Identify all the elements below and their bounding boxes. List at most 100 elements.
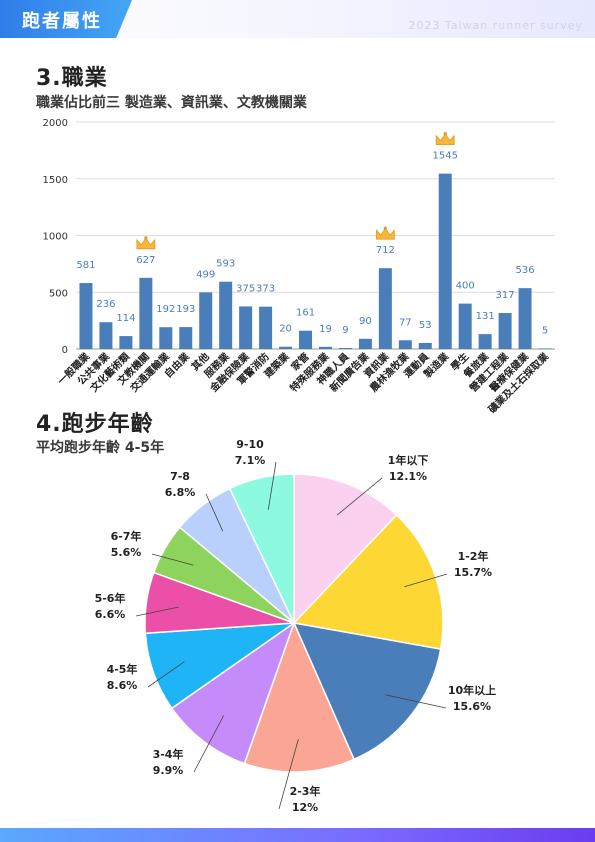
leader-line bbox=[404, 573, 448, 588]
bar-value-label: 20 bbox=[279, 324, 292, 335]
y-tick-label: 1000 bbox=[43, 232, 68, 243]
crown-shape bbox=[375, 227, 395, 240]
bar-value-label: 375 bbox=[236, 283, 255, 294]
header-title: 跑者屬性 bbox=[22, 11, 102, 32]
bar bbox=[318, 346, 332, 349]
bar-value-label: 373 bbox=[256, 284, 275, 295]
leader-line bbox=[278, 739, 299, 810]
slice-percent: 15.6% bbox=[453, 700, 491, 713]
bar-value-label: 593 bbox=[216, 259, 235, 270]
crown-jewel bbox=[144, 236, 148, 240]
crown-icon bbox=[136, 236, 156, 250]
crown-jewel bbox=[443, 132, 447, 136]
pie-slice bbox=[293, 473, 398, 625]
bar bbox=[179, 327, 193, 349]
slice-label: 9-10 bbox=[236, 438, 264, 451]
y-tick-label: 500 bbox=[49, 288, 68, 299]
bar bbox=[219, 281, 233, 349]
bar-value-label: 161 bbox=[296, 308, 315, 319]
leader-line bbox=[193, 715, 224, 773]
crown-icon bbox=[375, 226, 395, 240]
bar bbox=[338, 347, 352, 349]
running-age-section-title: 4.跑步年齡 bbox=[36, 412, 154, 437]
bar bbox=[239, 306, 253, 349]
bar bbox=[518, 288, 532, 349]
slice-label: 7-8 bbox=[170, 470, 190, 483]
bar bbox=[99, 322, 113, 349]
running-age-section-subtitle: 平均跑步年齡 4-5年 bbox=[36, 440, 165, 456]
bar bbox=[458, 303, 472, 349]
bar bbox=[438, 173, 452, 349]
slice-percent: 12% bbox=[292, 801, 318, 814]
bar bbox=[139, 277, 153, 349]
occupation-section-title: 3.職業 bbox=[36, 66, 108, 91]
slice-label: 10年以上 bbox=[448, 683, 496, 697]
leader-line bbox=[151, 553, 194, 566]
slice-label: 4-5年 bbox=[107, 662, 138, 676]
slice-label: 1-2年 bbox=[458, 549, 489, 563]
crown-shape bbox=[435, 132, 455, 146]
bar bbox=[378, 268, 392, 349]
crown-jewel bbox=[383, 226, 387, 230]
slice-label: 1年以下 bbox=[388, 453, 429, 467]
slice-percent: 8.6% bbox=[107, 679, 138, 692]
bar-value-label: 1545 bbox=[433, 151, 458, 162]
bar-value-label: 114 bbox=[116, 313, 135, 324]
bar bbox=[279, 346, 293, 349]
bar-value-label: 627 bbox=[136, 255, 155, 266]
bar-value-label: 9 bbox=[342, 325, 348, 336]
header-tab bbox=[0, 0, 132, 38]
slice-label: 2-3年 bbox=[290, 784, 321, 798]
y-tick-label: 2000 bbox=[43, 118, 68, 129]
bar-value-label: 53 bbox=[419, 320, 432, 331]
bar-value-label: 712 bbox=[376, 245, 395, 256]
bar-value-label: 536 bbox=[516, 265, 535, 276]
bar bbox=[398, 340, 412, 349]
slice-percent: 15.7% bbox=[454, 566, 492, 579]
survey-label: 2023 Taiwan runner survey bbox=[408, 19, 583, 32]
bar bbox=[358, 338, 372, 349]
bar bbox=[478, 334, 492, 349]
pie-slice bbox=[243, 620, 356, 773]
bar-value-label: 400 bbox=[456, 281, 475, 292]
bar-value-label: 317 bbox=[496, 290, 515, 301]
running-age-pie-chart: 1年以下 12.1% 1-2年 15.7% 10年以上 15.6% 2-3年 12% 3-4年 9… bbox=[95, 438, 497, 814]
bar-value-label: 131 bbox=[476, 311, 495, 322]
leader-line bbox=[336, 477, 383, 516]
bar bbox=[418, 342, 432, 349]
bar bbox=[259, 306, 273, 349]
leader-line bbox=[205, 493, 224, 532]
pie-slice bbox=[292, 622, 442, 761]
leader-line bbox=[135, 606, 179, 617]
y-tick-label: 1500 bbox=[43, 175, 68, 186]
slice-percent: 7.1% bbox=[235, 454, 266, 467]
pie-slice bbox=[292, 513, 444, 650]
leader-line bbox=[147, 661, 185, 688]
pie-slice bbox=[228, 473, 295, 624]
bar-value-label: 19 bbox=[319, 324, 332, 335]
footer-band bbox=[0, 828, 595, 842]
slice-label: 6-7年 bbox=[111, 529, 142, 543]
leader-line bbox=[267, 461, 277, 510]
occupation-section-subtitle: 職業佔比前三 製造業、資訊業、文教機關業 bbox=[36, 95, 307, 111]
bar-value-label: 499 bbox=[196, 269, 215, 280]
slice-percent: 12.1% bbox=[389, 470, 427, 483]
bar-value-label: 193 bbox=[176, 304, 195, 315]
bar-value-label: 581 bbox=[76, 260, 95, 271]
bar bbox=[538, 348, 552, 350]
bar bbox=[119, 336, 133, 349]
bar-value-label: 236 bbox=[96, 299, 115, 310]
bar bbox=[498, 313, 512, 349]
bar bbox=[299, 330, 313, 349]
slice-percent: 5.6% bbox=[111, 546, 142, 559]
occupation-bar-chart: 0500100015002000581一般職業236公共事業114文化藝術類62… bbox=[43, 118, 555, 416]
bar-value-label: 90 bbox=[359, 316, 372, 327]
slice-percent: 6.6% bbox=[95, 608, 126, 621]
y-tick-label: 0 bbox=[62, 345, 68, 356]
pie-slice bbox=[170, 621, 296, 765]
slice-label: 5-6年 bbox=[95, 591, 126, 605]
bar-value-label: 77 bbox=[399, 317, 412, 328]
bar-value-label: 192 bbox=[156, 304, 175, 315]
bar bbox=[159, 327, 173, 349]
leader-line bbox=[385, 694, 447, 709]
